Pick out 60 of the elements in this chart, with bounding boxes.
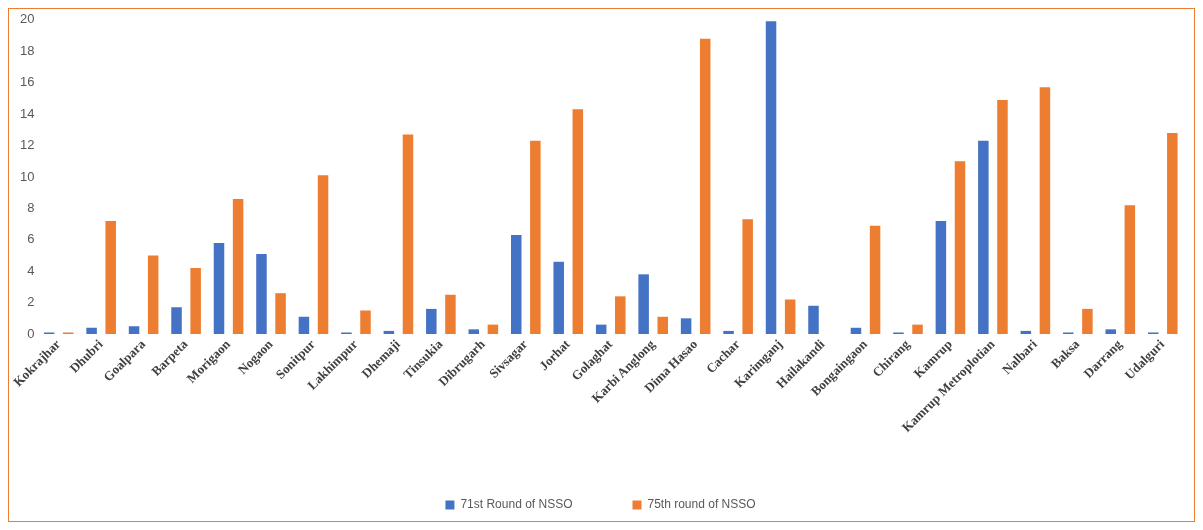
bar: [426, 308, 437, 335]
bar: [997, 99, 1008, 335]
bar: [317, 175, 329, 335]
bar: [1167, 132, 1178, 335]
bar: [402, 134, 414, 335]
bar: [86, 327, 97, 335]
bar: [912, 324, 923, 335]
bar: [1020, 330, 1032, 335]
bar: [553, 261, 564, 335]
bar: [935, 220, 947, 335]
bar: [765, 21, 777, 335]
y-tick-label: 16: [19, 74, 35, 90]
bar: [1124, 205, 1136, 335]
y-tick-label: 18: [19, 42, 35, 58]
bar: [808, 305, 819, 335]
bar: [275, 293, 286, 335]
bar: [468, 329, 480, 335]
bar: [510, 235, 522, 335]
legend-label: 71st Round of NSSO: [460, 497, 573, 512]
bar: [213, 242, 225, 335]
bar: [595, 324, 607, 335]
bar: [128, 326, 140, 335]
bar: [699, 38, 711, 335]
bar: [742, 219, 753, 335]
bar: [360, 310, 371, 335]
bar: [1082, 308, 1093, 335]
bar: [530, 140, 541, 335]
bar: [190, 268, 201, 335]
y-tick-label: 10: [19, 168, 35, 184]
bar: [784, 299, 796, 335]
bar: [572, 109, 584, 335]
bar: [978, 140, 989, 335]
legend-label: 75th round of NSSO: [647, 497, 756, 512]
y-tick-label: 2: [27, 294, 35, 310]
bar: [1039, 87, 1051, 335]
bar: [105, 220, 116, 335]
bar: [445, 294, 456, 335]
bar: [850, 327, 862, 335]
y-tick-label: 12: [19, 137, 35, 153]
y-tick-label: 0: [27, 325, 35, 341]
bar: [954, 161, 966, 335]
y-tick-label: 6: [27, 231, 35, 247]
bar: [680, 318, 692, 335]
y-tick-label: 14: [19, 105, 35, 121]
bar: [723, 330, 734, 335]
y-tick-label: 8: [27, 199, 35, 215]
bar: [171, 307, 182, 335]
bar: [869, 225, 881, 335]
bar: [487, 324, 499, 335]
bar: [298, 316, 310, 335]
bar: [232, 198, 244, 335]
y-tick-label: 20: [19, 11, 35, 27]
bar: [383, 330, 395, 335]
bar: [638, 274, 649, 335]
y-tick-label: 4: [27, 262, 35, 278]
bar: [147, 255, 159, 335]
bar: [256, 253, 267, 335]
bar: [657, 316, 668, 335]
bar: [615, 296, 626, 335]
bar: [1105, 329, 1116, 335]
